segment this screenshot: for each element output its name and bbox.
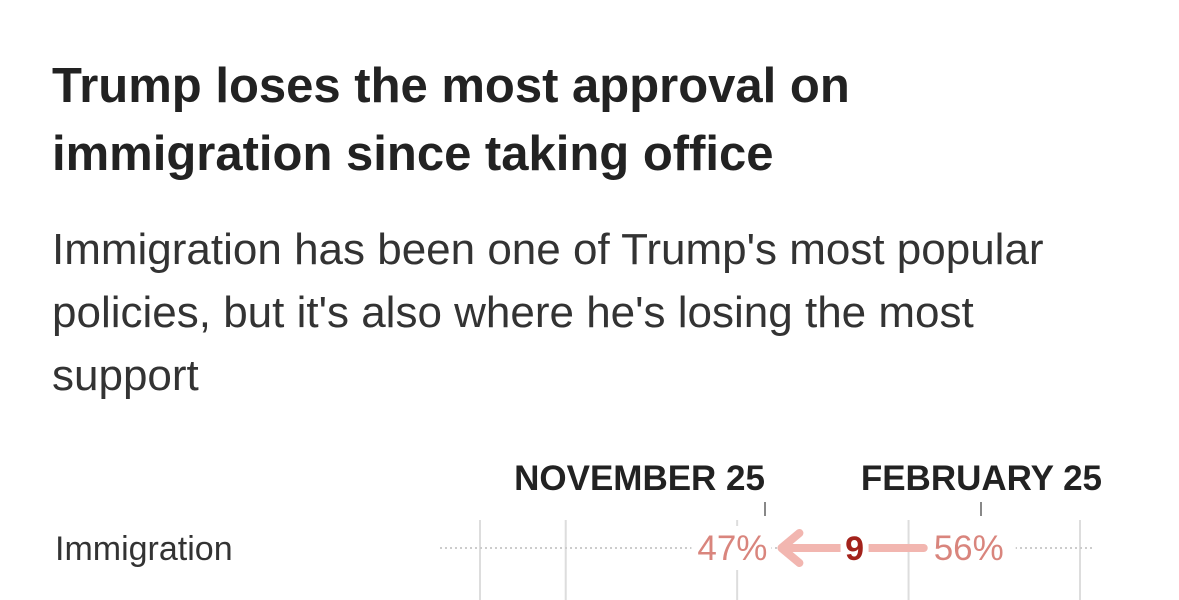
row-label-immigration: Immigration [55, 530, 233, 568]
dot-arrow-chart: NOVEMBER 25 FEBRUARY 25 Immigration 9 47… [55, 459, 1102, 600]
column-header-november-25: NOVEMBER 25 [514, 459, 765, 498]
november-25-value-label: 47% [697, 529, 767, 568]
change-label-background [840, 526, 869, 570]
chart-title: Trump loses the most approval on immigra… [52, 59, 850, 181]
november-25-value-background [691, 526, 772, 570]
chart-subtitle: Immigration has been one of Trump's most… [52, 225, 1044, 400]
change-arrow-head [777, 529, 804, 567]
february-25-value-background [929, 526, 1016, 570]
column-header-february-25: FEBRUARY 25 [861, 459, 1102, 498]
february-25-value-label: 56% [934, 529, 1004, 568]
change-value-label: 9 [845, 530, 864, 568]
